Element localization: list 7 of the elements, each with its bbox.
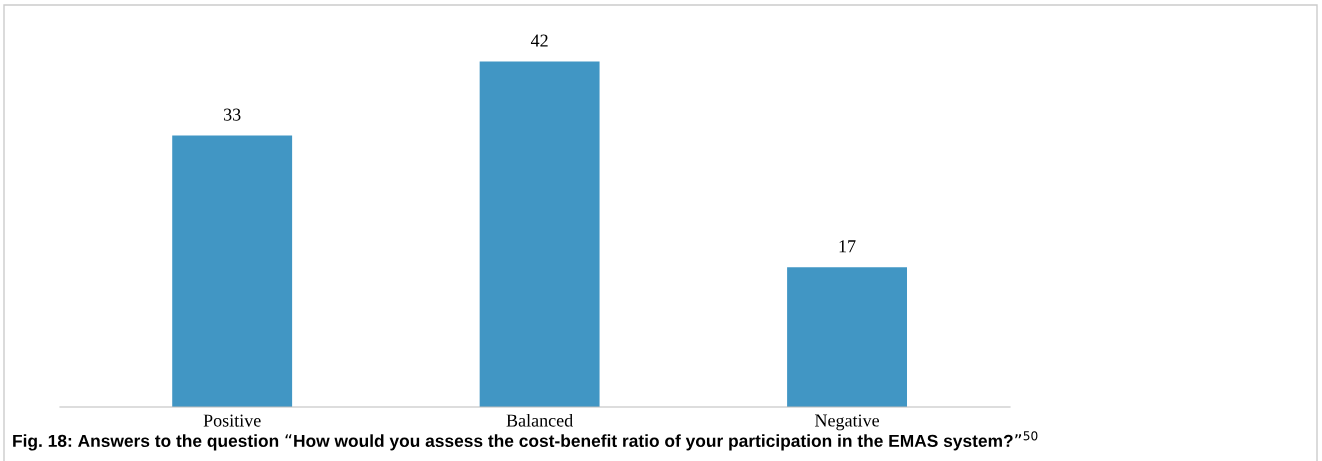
data-label: 33 — [224, 108, 241, 121]
x-tick-label: Positive — [203, 414, 261, 427]
data-label: 42 — [530, 34, 548, 47]
data-label: 17 — [839, 240, 856, 253]
caption: Fig. 18: Answers to the question “How would you assess the cost-benefit ratio of your participation in the EMAS system?”$^{50}$ — [13, 431, 1038, 451]
x-tick-label: Balanced — [506, 413, 573, 427]
x-tick-label: Negative — [814, 414, 880, 431]
